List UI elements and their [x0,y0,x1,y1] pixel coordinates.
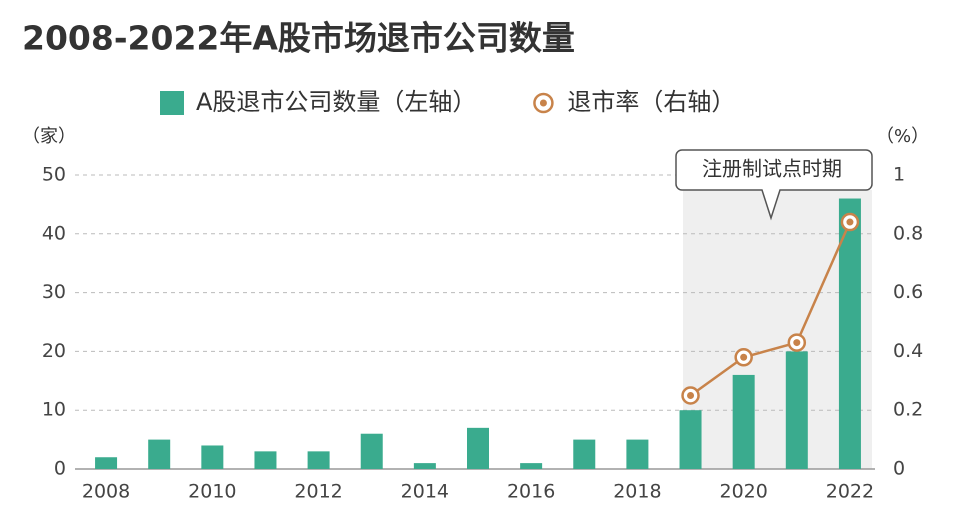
y2-tick-label: 0.4 [893,340,923,362]
y2-tick-label: 1 [893,164,905,186]
y2-tick-label: 0.6 [893,281,923,303]
annotation-callout [675,149,873,221]
y2-tick-label: 0 [893,458,905,480]
bar [95,457,118,469]
bar [785,351,808,469]
legend-label: A股退市公司数量（左轴） [196,88,476,116]
x-tick-label: 2014 [401,481,449,503]
x-tick-label: 2008 [82,481,130,503]
line-marker-dot [793,339,801,347]
x-tick-label: 2016 [507,481,555,503]
bar [201,445,224,469]
y-tick-label: 30 [42,281,66,303]
legend-label: 退市率（右轴） [567,88,735,116]
y-tick-label: 40 [42,222,66,244]
bar [626,439,649,469]
y2-tick-label: 0.2 [893,399,923,421]
y-tick-label: 20 [42,340,66,362]
bar [520,463,543,469]
y2-tick-label: 0.8 [893,222,923,244]
line-marker-dot [740,353,748,361]
bar [679,410,702,469]
y2-axis-label: （%） [876,126,929,147]
x-tick-label: 2010 [188,481,236,503]
bar [732,374,755,469]
chart-title: 2008-2022年A股市场退市公司数量 [22,19,575,58]
y-axis-label: （家） [22,126,76,147]
x-tick-label: 2022 [826,481,874,503]
bar [573,439,596,469]
bar [254,451,277,469]
bar [307,451,330,469]
x-tick-label: 2020 [719,481,767,503]
y-tick-label: 50 [42,164,66,186]
legend-swatch [160,91,184,115]
x-tick-label: 2018 [613,481,661,503]
bar [413,463,436,469]
legend: A股退市公司数量（左轴） 退市率（右轴） [160,88,735,116]
y-tick-label: 0 [54,458,66,480]
bar [360,433,383,469]
bar [467,427,489,469]
line-marker-dot [846,218,854,226]
y-tick-label: 10 [42,399,66,421]
annotation: 注册制试点时期 [702,157,842,181]
x-tick-label: 2012 [294,481,342,503]
bar [148,439,171,469]
line [689,221,852,397]
bar [838,198,861,469]
legend-swatch-dot [539,99,547,107]
line-marker-dot [687,392,695,399]
